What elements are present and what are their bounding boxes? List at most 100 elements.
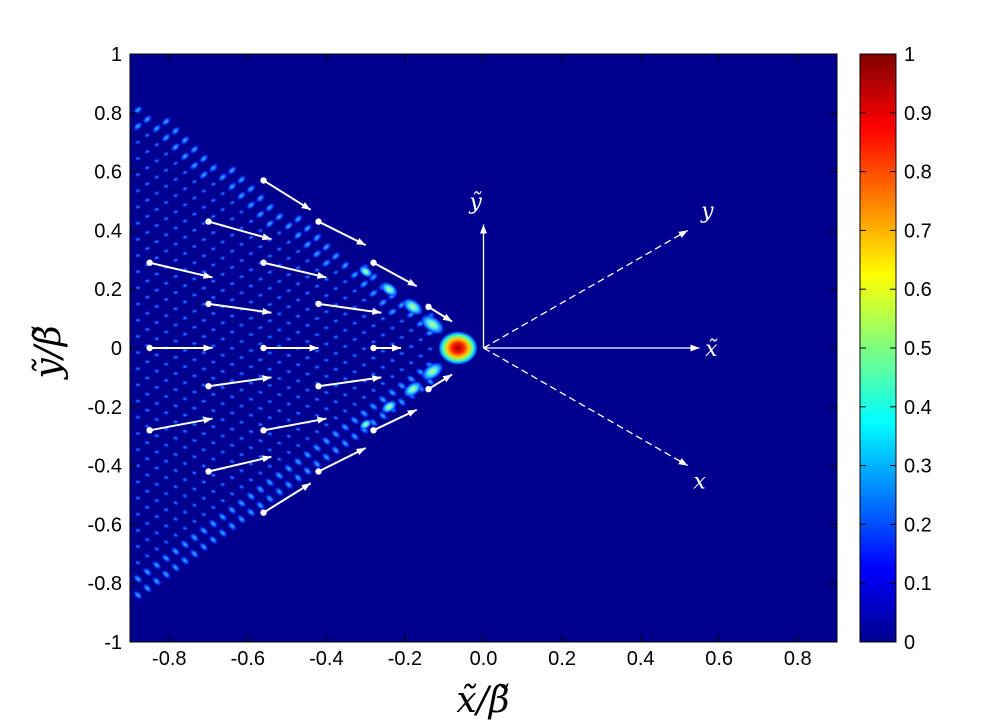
fringe-spot xyxy=(275,327,283,333)
fringe-spot xyxy=(321,452,332,463)
flow-arrow-origin xyxy=(146,427,153,434)
fringe-spot xyxy=(275,246,283,252)
fringe-spot xyxy=(417,353,425,359)
central-peak xyxy=(437,331,478,365)
y-tick-label: 0.4 xyxy=(94,220,122,242)
fringe-spot xyxy=(407,360,415,366)
fringe-spot xyxy=(228,426,236,432)
fringe-spot xyxy=(170,546,181,557)
fringe-spot xyxy=(134,253,142,258)
fringe-spot xyxy=(322,406,330,412)
colorbar-tick-label: 0.7 xyxy=(904,220,932,242)
fringe-spot xyxy=(304,290,311,296)
fringe-spot xyxy=(181,380,189,386)
fringe-spot xyxy=(134,269,142,275)
fringe-spot xyxy=(172,467,180,474)
fringe-spot xyxy=(266,447,274,453)
fringe-spot xyxy=(256,438,264,444)
fringe-spot xyxy=(247,348,255,354)
y-tick-label: -1 xyxy=(104,632,122,654)
fringe-spot xyxy=(275,456,283,462)
fringe-spot xyxy=(358,279,370,289)
fringe-spot xyxy=(322,373,330,379)
fringe-spot xyxy=(219,271,227,277)
fringe-spot xyxy=(217,172,228,183)
fringe-spot xyxy=(274,486,285,497)
fringe-spot xyxy=(370,387,377,393)
fringe-spot xyxy=(247,251,255,257)
fringe-spot xyxy=(351,288,359,294)
fringe-spot xyxy=(256,276,264,282)
fringe-spot xyxy=(332,350,340,356)
fringe-spot xyxy=(332,269,340,275)
fringe-spot xyxy=(209,197,217,203)
fringe-spot xyxy=(238,387,245,393)
fringe-spot xyxy=(200,253,208,259)
fringe-spot xyxy=(313,429,321,435)
fringe-spot xyxy=(209,440,217,446)
fringe-spot xyxy=(143,472,151,478)
fringe-spot xyxy=(162,232,170,238)
fringe-spot xyxy=(388,357,396,363)
fringe-spot xyxy=(153,190,161,196)
fringe-spot xyxy=(236,498,247,508)
fringe-spot xyxy=(379,364,387,370)
fringe-spot xyxy=(161,116,172,127)
y-tick-label: 0 xyxy=(111,338,122,360)
fringe-spot xyxy=(209,456,217,462)
fringe-spot xyxy=(208,163,219,173)
fringe-spot xyxy=(340,260,351,271)
fringe-spot xyxy=(293,472,304,483)
fringe-spot xyxy=(285,239,293,245)
fringe-spot xyxy=(200,447,208,453)
fringe-spot xyxy=(134,301,142,307)
fringe-spot xyxy=(161,132,172,143)
fringe-spot xyxy=(294,329,302,335)
fringe-spot xyxy=(370,323,377,329)
fringe-spot xyxy=(398,334,406,340)
fringe-spot xyxy=(190,260,198,266)
fringe-spot xyxy=(143,230,151,235)
fringe-spot xyxy=(247,234,255,241)
fringe-spot xyxy=(209,424,217,430)
fringe-spot xyxy=(238,290,245,296)
flow-arrow xyxy=(263,482,312,514)
fringe-spot xyxy=(132,590,143,601)
x-tick-label: -0.8 xyxy=(152,648,186,670)
fringe-spot xyxy=(162,377,170,383)
fringe-spot xyxy=(256,325,264,331)
fringe-spot xyxy=(209,359,217,365)
fringe-spot xyxy=(209,488,217,494)
fringe-spot xyxy=(172,371,180,376)
fringe-spot xyxy=(162,474,170,480)
fringe-spot xyxy=(256,292,264,298)
fringe-spot xyxy=(172,500,179,506)
fringe-spot xyxy=(274,211,285,222)
fringe-spot xyxy=(377,394,389,405)
fringe-spot xyxy=(340,422,351,432)
fringe-spot xyxy=(313,267,321,273)
fringe-spot xyxy=(285,352,293,358)
fringe-spot xyxy=(132,121,143,131)
fringe-spot xyxy=(294,313,302,319)
fringe-spot xyxy=(368,401,379,412)
fringe-spot xyxy=(351,385,359,391)
fringe-spot xyxy=(190,324,198,330)
fringe-spot xyxy=(330,251,341,261)
fringe-spot xyxy=(200,188,208,194)
fringe-spot xyxy=(264,202,275,213)
x-axis-ticks: -0.8 -0.6 -0.4 -0.2 0.0 0.2 0.4 0.6 0.8 xyxy=(152,54,812,670)
fringe-spot xyxy=(332,399,340,405)
fringe-spot xyxy=(143,456,151,462)
fringe-spot xyxy=(256,405,264,411)
flow-arrow-origin xyxy=(260,509,267,516)
fringe-spot xyxy=(360,313,368,319)
fringe-spot xyxy=(302,239,313,250)
fringe-spot xyxy=(322,357,330,363)
fringe-spot xyxy=(313,364,321,370)
fringe-spot xyxy=(172,193,179,199)
y-tick-label: 0.6 xyxy=(94,162,122,184)
fringe-spot xyxy=(153,481,161,487)
fringe-spot xyxy=(198,170,209,180)
fringe-spot xyxy=(200,350,208,356)
